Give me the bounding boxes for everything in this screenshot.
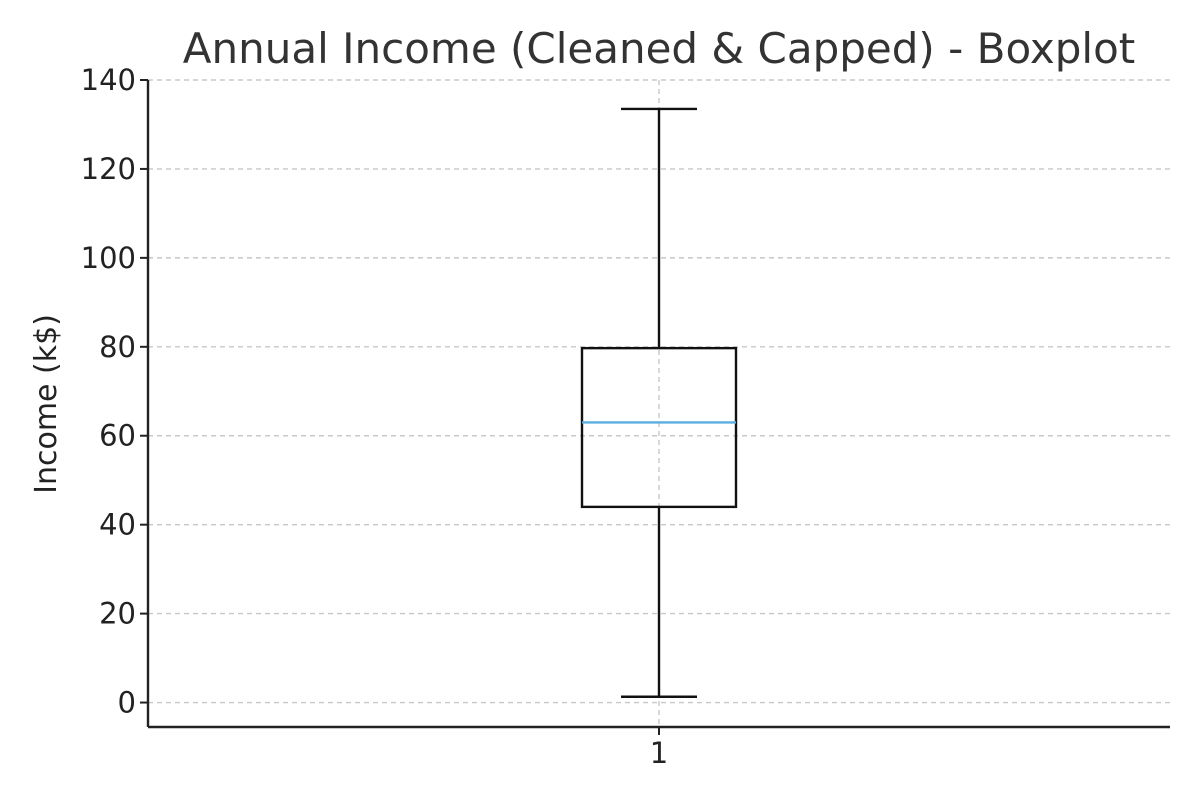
y-tick-label: 0 bbox=[118, 686, 136, 720]
y-axis-ticks: 0 20 40 60 80 100 120 140 bbox=[81, 63, 148, 720]
box-item bbox=[580, 107, 738, 698]
y-tick-label: 120 bbox=[81, 152, 136, 186]
y-tick-label: 140 bbox=[81, 63, 136, 97]
y-tick-label: 100 bbox=[81, 241, 136, 275]
x-tick-label: 1 bbox=[650, 736, 668, 770]
y-axis-label: Income (k$) bbox=[29, 314, 64, 494]
box-layer bbox=[580, 107, 738, 698]
box-iqr bbox=[580, 346, 738, 509]
chart-title: Annual Income (Cleaned & Capped) - Boxpl… bbox=[183, 24, 1135, 73]
x-axis-ticks: 1 bbox=[650, 727, 668, 770]
y-tick-label: 60 bbox=[99, 419, 136, 453]
y-tick-label: 40 bbox=[99, 508, 136, 542]
y-tick-label: 20 bbox=[99, 597, 136, 631]
y-tick-label: 80 bbox=[99, 330, 136, 364]
